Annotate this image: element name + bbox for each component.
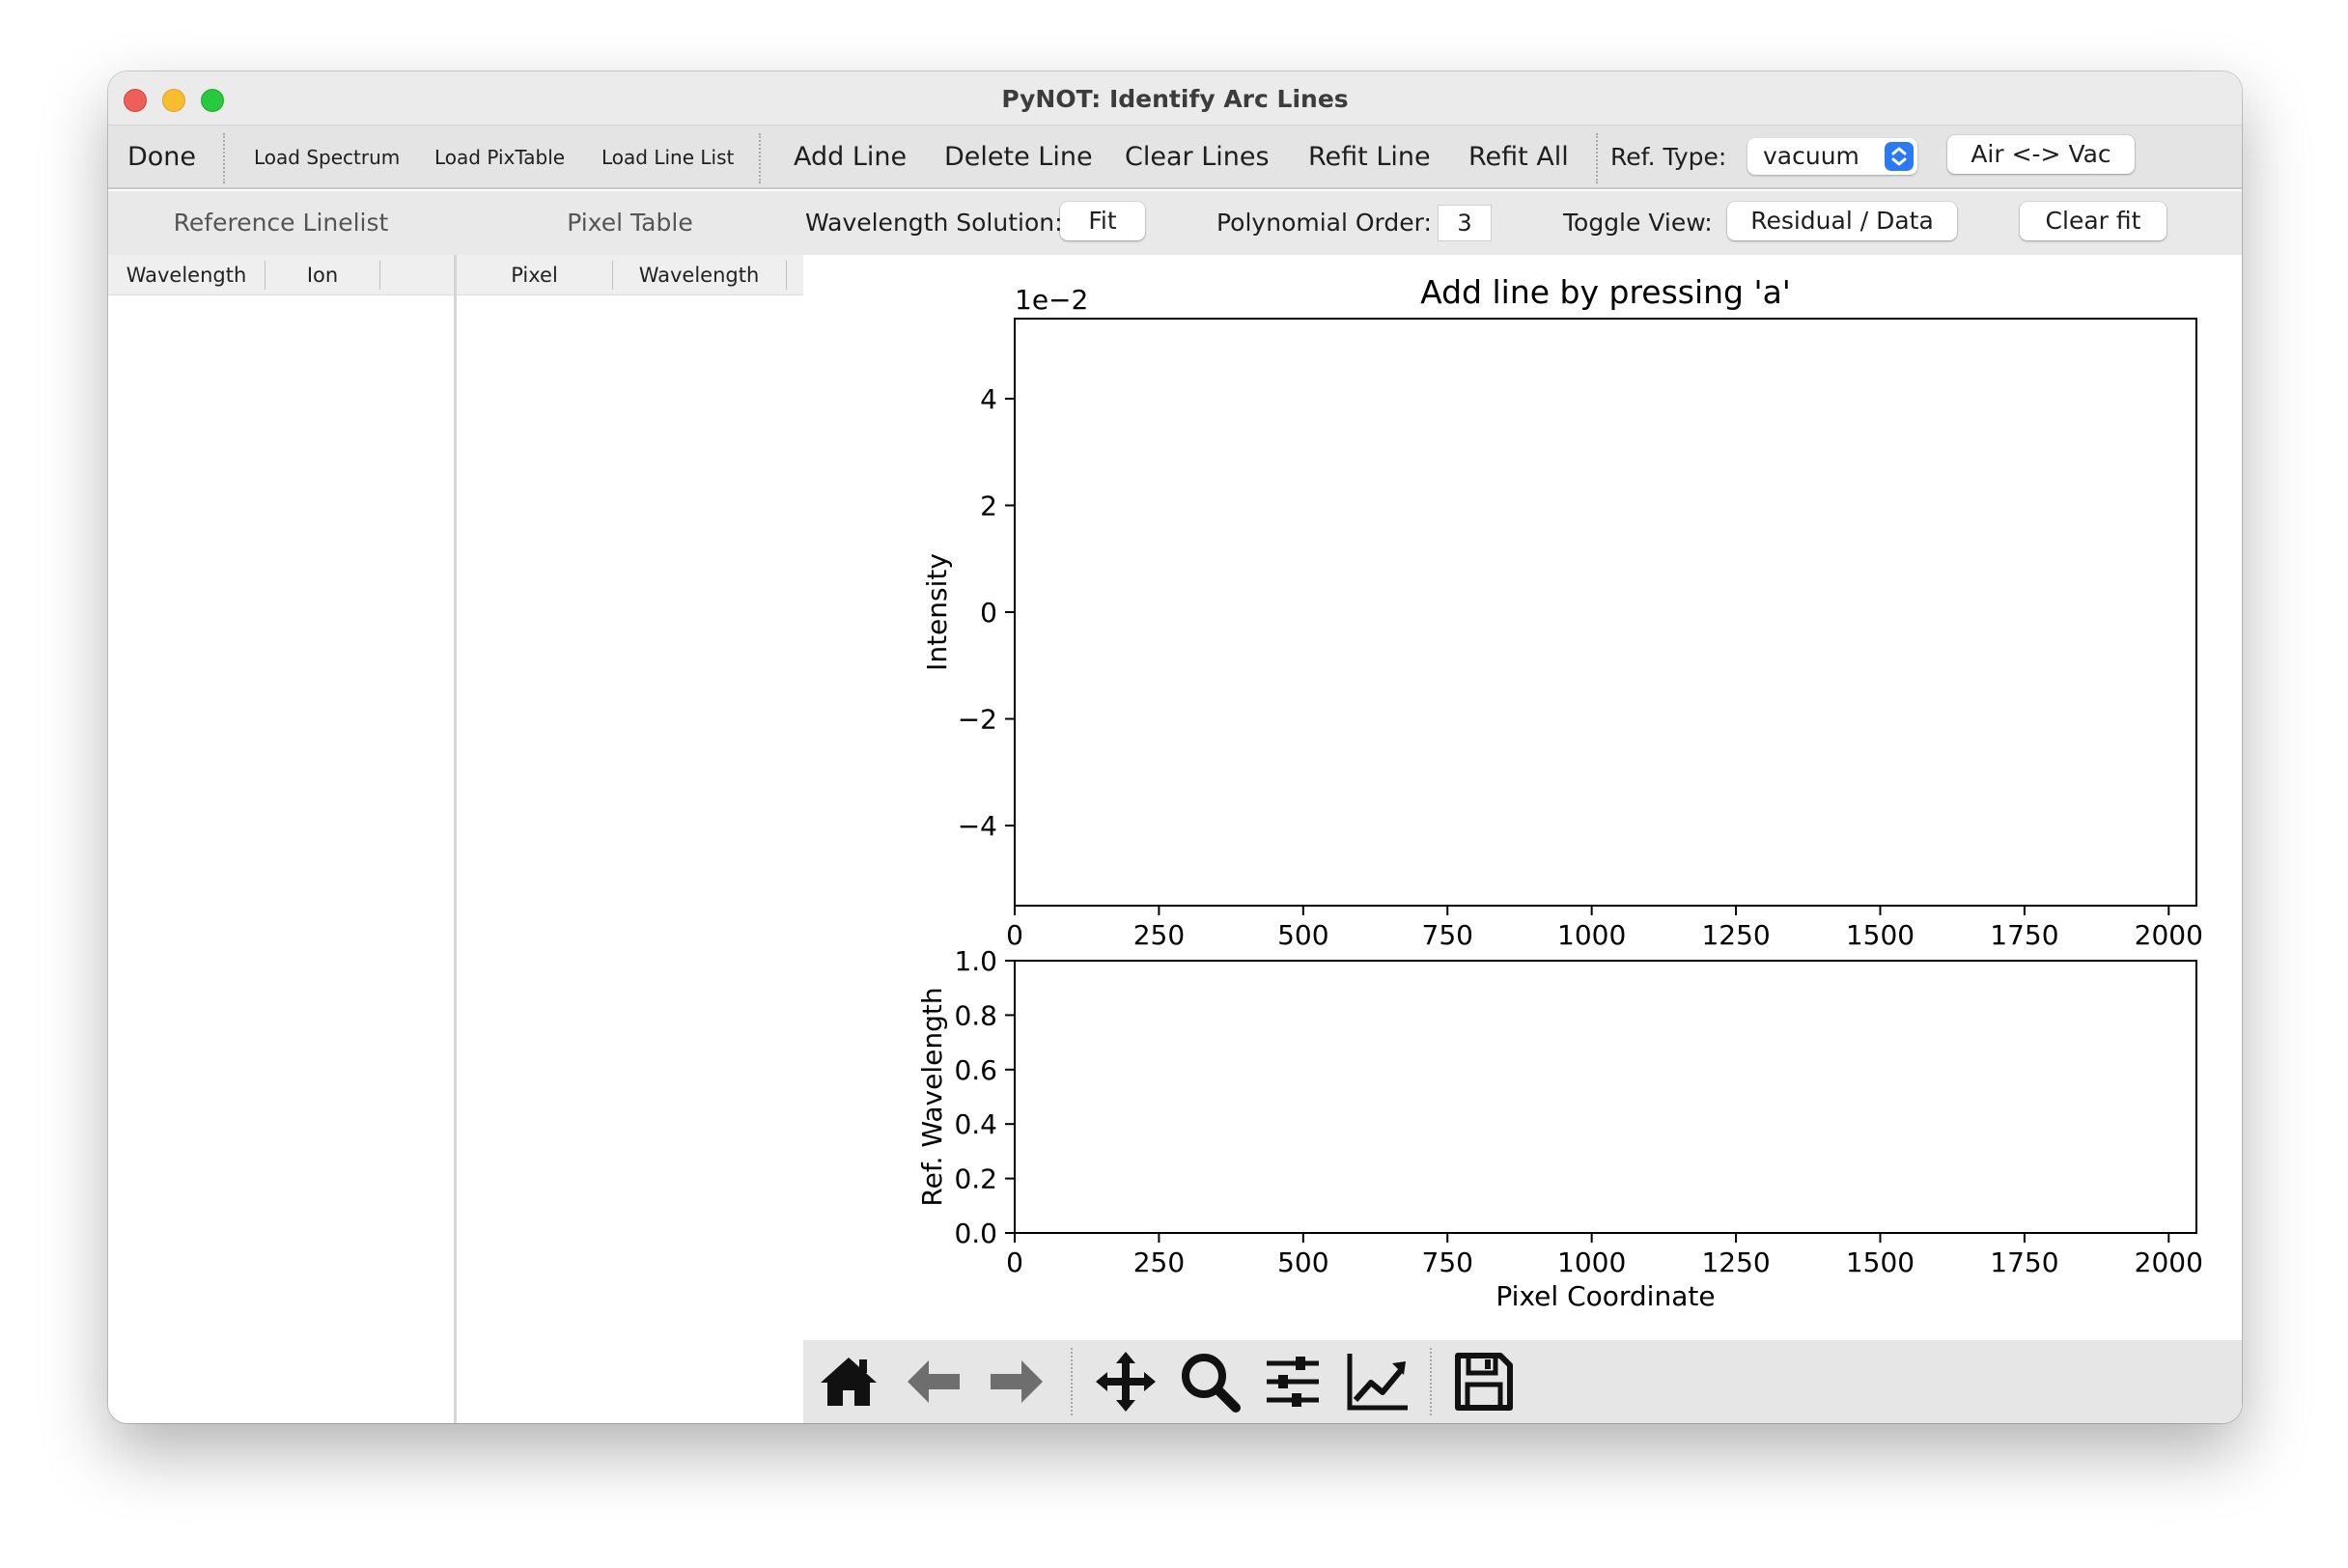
spectrum-xtick-label: 1000 <box>1557 919 1626 951</box>
polynomial-order-input[interactable]: 3 <box>1438 205 1492 241</box>
done-button[interactable]: Done <box>127 142 197 172</box>
residual-xtick-label: 1500 <box>1846 1246 1915 1278</box>
fit-button[interactable]: Fit <box>1060 202 1145 240</box>
residual-xtick-label: 1750 <box>1990 1246 2058 1278</box>
load-spectrum-button[interactable]: Load Spectrum <box>254 146 401 169</box>
spectrum-ytick-label: 2 <box>980 490 997 521</box>
spectrum-xtick-label: 250 <box>1133 919 1185 951</box>
spectrum-ylabel: Intensity <box>921 553 953 671</box>
minimize-window-button[interactable] <box>162 89 185 112</box>
column-divider <box>786 261 787 290</box>
toolbar-separator <box>223 133 225 183</box>
residual-ytick-label: 1.0 <box>954 945 997 977</box>
spectrum-title: Add line by pressing 'a' <box>1420 273 1791 311</box>
pixel-table-title: Pixel Table <box>567 209 693 237</box>
spectrum-xtick-label: 500 <box>1277 919 1328 951</box>
ref-type-value: vacuum <box>1763 142 1859 170</box>
navbar-separator <box>1430 1348 1432 1415</box>
spectrum-axes[interactable]: Add line by pressing 'a' 1e−2 Intensity … <box>921 273 2203 951</box>
residual-ytick-label: 0.6 <box>954 1054 997 1086</box>
plot-navigation-toolbar <box>803 1340 2242 1423</box>
app-window: PyNOT: Identify Arc Lines Done Load Spec… <box>108 71 2242 1423</box>
residual-xtick-label: 1000 <box>1557 1246 1626 1278</box>
reference-linelist-title: Reference Linelist <box>173 209 389 237</box>
toolbar-separator <box>759 133 761 183</box>
spectrum-xtick-label: 1500 <box>1846 919 1915 951</box>
pixel-table-header: Pixel Wavelength <box>457 255 803 295</box>
refit-line-button[interactable]: Refit Line <box>1308 142 1431 172</box>
spectrum-ytick-label: 0 <box>980 597 997 629</box>
toggle-view-label: Toggle View: <box>1563 209 1713 237</box>
spectrum-xtick-label: 1250 <box>1701 919 1770 951</box>
maximize-window-button[interactable] <box>201 89 224 112</box>
residual-ytick-label: 0.0 <box>954 1218 997 1249</box>
toolbar-separator <box>1596 133 1598 183</box>
spectrum-xtick-label: 1750 <box>1990 919 2058 951</box>
table-splitter[interactable] <box>454 255 457 1423</box>
configure-subplots-icon[interactable] <box>1259 1348 1327 1415</box>
pan-icon[interactable] <box>1092 1348 1160 1415</box>
ref-type-select[interactable]: vacuum <box>1747 138 1917 175</box>
chevron-updown-icon <box>1885 142 1914 171</box>
options-bar: Reference Linelist Pixel Table Wavelengt… <box>108 191 2242 255</box>
delete-line-button[interactable]: Delete Line <box>944 142 1093 172</box>
save-icon[interactable] <box>1450 1348 1518 1415</box>
column-divider <box>265 261 266 290</box>
forward-icon[interactable] <box>983 1348 1050 1415</box>
column-header-wavelength[interactable]: Wavelength <box>638 264 760 287</box>
load-pixtable-button[interactable]: Load PixTable <box>434 146 566 169</box>
refit-all-button[interactable]: Refit All <box>1468 142 1569 172</box>
column-header-ion[interactable]: Ion <box>306 264 339 287</box>
residual-axes[interactable]: Ref. Wavelength Pixel Coordinate 0 250 500… <box>916 945 2203 1312</box>
residual-ytick-label: 0.4 <box>954 1108 997 1140</box>
toggle-view-button[interactable]: Residual / Data <box>1727 202 1957 240</box>
title-bar: PyNOT: Identify Arc Lines <box>108 71 2242 126</box>
reference-linelist-table[interactable]: Wavelength Ion <box>108 255 454 1423</box>
residual-ytick-label: 0.2 <box>954 1163 997 1195</box>
residual-xtick-label: 750 <box>1422 1246 1473 1278</box>
close-window-button[interactable] <box>124 89 147 112</box>
wavelength-solution-label: Wavelength Solution: <box>805 209 1063 237</box>
spectrum-xtick-label: 0 <box>1006 919 1023 951</box>
residual-xtick-label: 500 <box>1277 1246 1328 1278</box>
zoom-icon[interactable] <box>1176 1348 1244 1415</box>
spectrum-ytick-label: −4 <box>958 810 997 842</box>
residual-axes-frame <box>1014 960 2197 1234</box>
clear-fit-button[interactable]: Clear fit <box>2020 202 2166 240</box>
load-linelist-button[interactable]: Load Line List <box>601 146 735 169</box>
ref-type-label: Ref. Type: <box>1610 143 1727 171</box>
residual-xtick-label: 1250 <box>1701 1246 1770 1278</box>
air-vac-button[interactable]: Air <-> Vac <box>1947 135 2135 174</box>
column-divider <box>612 261 613 290</box>
residual-xtick-label: 2000 <box>2135 1246 2203 1278</box>
spectrum-ytick-label: −2 <box>958 704 997 736</box>
spectrum-ytick-label: 4 <box>980 383 997 415</box>
residual-ylabel: Ref. Wavelength <box>916 987 948 1206</box>
spectrum-axes-frame <box>1014 318 2197 907</box>
back-icon[interactable] <box>900 1348 967 1415</box>
home-icon[interactable] <box>815 1348 882 1415</box>
residual-ytick-label: 0.8 <box>954 999 997 1031</box>
reference-table-header: Wavelength Ion <box>108 255 454 295</box>
clear-lines-button[interactable]: Clear Lines <box>1125 142 1270 172</box>
spectrum-xtick-label: 750 <box>1422 919 1473 951</box>
main-toolbar: Done Load Spectrum Load PixTable Load Li… <box>108 126 2242 189</box>
plot-canvas[interactable]: Add line by pressing 'a' 1e−2 Intensity … <box>803 255 2242 1423</box>
polynomial-order-label: Polynomial Order: <box>1216 209 1432 237</box>
spectrum-xtick-label: 2000 <box>2135 919 2203 951</box>
residual-xlabel: Pixel Coordinate <box>1495 1280 1715 1312</box>
pixel-table[interactable]: Pixel Wavelength <box>457 255 803 1423</box>
add-line-button[interactable]: Add Line <box>794 142 908 172</box>
column-divider <box>379 261 380 290</box>
residual-xtick-label: 0 <box>1006 1246 1023 1278</box>
residual-xtick-label: 250 <box>1133 1246 1185 1278</box>
navbar-separator <box>1071 1348 1073 1415</box>
edit-axis-icon[interactable] <box>1344 1348 1412 1415</box>
column-header-pixel[interactable]: Pixel <box>511 264 558 287</box>
column-header-wavelength[interactable]: Wavelength <box>126 264 247 287</box>
spectrum-offset-text: 1e−2 <box>1015 284 1088 316</box>
window-title: PyNOT: Identify Arc Lines <box>1001 85 1349 113</box>
figure[interactable]: Add line by pressing 'a' 1e−2 Intensity … <box>803 255 2242 1340</box>
